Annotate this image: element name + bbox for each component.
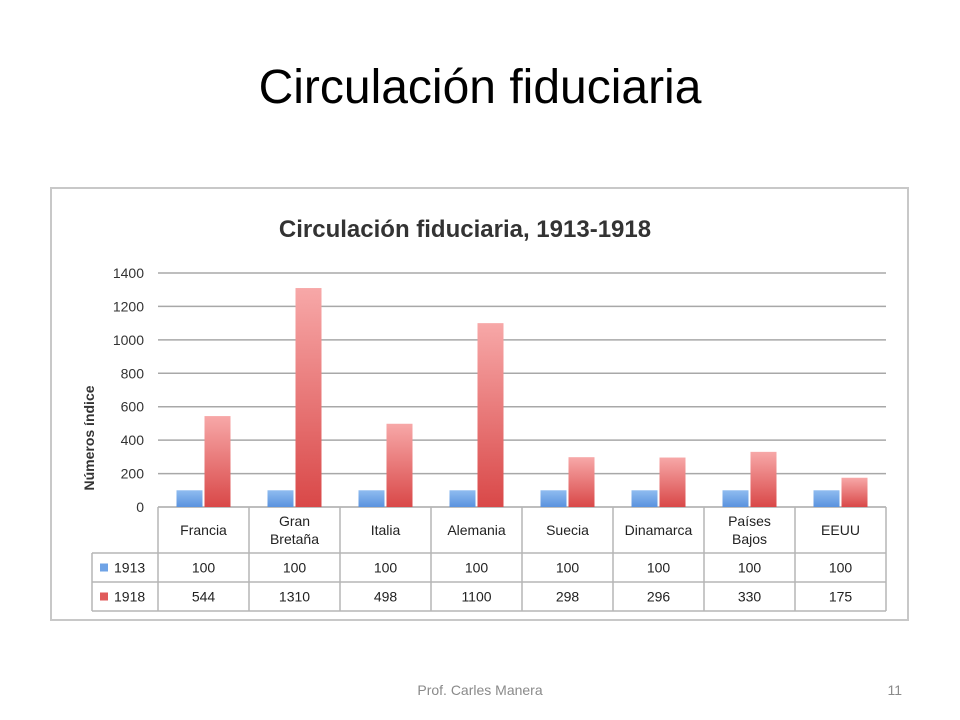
bar-1918 <box>750 451 777 507</box>
y-tick-label: 1200 <box>113 298 144 314</box>
data-table-value: 100 <box>374 560 398 576</box>
y-tick-label: 200 <box>121 466 145 482</box>
y-tick-label: 1400 <box>113 265 144 281</box>
data-table-value: 100 <box>738 560 762 576</box>
x-tick-label: EEUU <box>821 522 860 538</box>
x-tick-label: Bretaña <box>270 531 319 547</box>
bar-1918 <box>386 423 413 507</box>
data-table-value: 498 <box>374 589 398 605</box>
bar-1913 <box>540 490 567 507</box>
bar-1918 <box>841 477 868 507</box>
bar-1918 <box>204 416 231 507</box>
data-table-value: 100 <box>556 560 580 576</box>
bar-1918 <box>568 457 595 507</box>
data-table-value: 1310 <box>279 589 310 605</box>
legend-swatch-1918 <box>100 592 108 601</box>
y-tick-label: 800 <box>121 365 145 381</box>
bar-1913 <box>631 490 658 507</box>
chart-title: Circulación fiduciaria, 1913-1918 <box>279 216 651 243</box>
x-tick-label: Bajos <box>732 531 767 547</box>
data-table-value: 330 <box>738 589 762 605</box>
data-table-value: 544 <box>192 589 216 605</box>
y-tick-label: 0 <box>136 499 144 515</box>
data-table-value: 298 <box>556 589 580 605</box>
legend-label: 1913 <box>114 560 145 576</box>
data-table-value: 100 <box>465 560 489 576</box>
legend-label: 1918 <box>114 589 145 605</box>
data-table-value: 100 <box>283 560 307 576</box>
bar-chart: 0 200 400 600 800 1000 1200 1400 Francia Gran Bre… <box>81 216 887 612</box>
x-tick-label: Países <box>728 513 771 529</box>
x-tick-label: Suecia <box>546 522 589 538</box>
footer-author: Prof. Carles Manera <box>417 682 543 698</box>
bar-1918 <box>659 457 686 507</box>
x-tick-label: Francia <box>180 522 227 538</box>
bar-1913 <box>176 490 203 507</box>
data-table-value: 100 <box>647 560 671 576</box>
x-tick-label: Gran <box>279 513 310 529</box>
bar-1913 <box>449 490 476 507</box>
bar-1913 <box>813 490 840 507</box>
y-tick-label: 400 <box>121 432 145 448</box>
data-table-value: 296 <box>647 589 671 605</box>
page-number: 11 <box>887 682 902 698</box>
bar-1918 <box>295 288 322 507</box>
legend-swatch-1913 <box>100 563 108 572</box>
y-axis-label: Números índice <box>81 385 97 490</box>
slide-title: Circulación fiduciaria <box>258 61 702 114</box>
y-tick-label: 1000 <box>113 332 144 348</box>
data-table-value: 100 <box>829 560 853 576</box>
bar-1913 <box>267 490 294 507</box>
x-tick-label: Alemania <box>447 522 506 538</box>
y-tick-label: 600 <box>121 399 145 415</box>
data-table-value: 175 <box>829 589 853 605</box>
bar-1918 <box>477 323 504 507</box>
bar-1913 <box>358 490 385 507</box>
x-tick-label: Dinamarca <box>625 522 693 538</box>
data-table-value: 100 <box>192 560 216 576</box>
x-tick-label: Italia <box>371 522 401 538</box>
data-table-value: 1100 <box>461 589 491 605</box>
bar-1913 <box>722 490 749 507</box>
